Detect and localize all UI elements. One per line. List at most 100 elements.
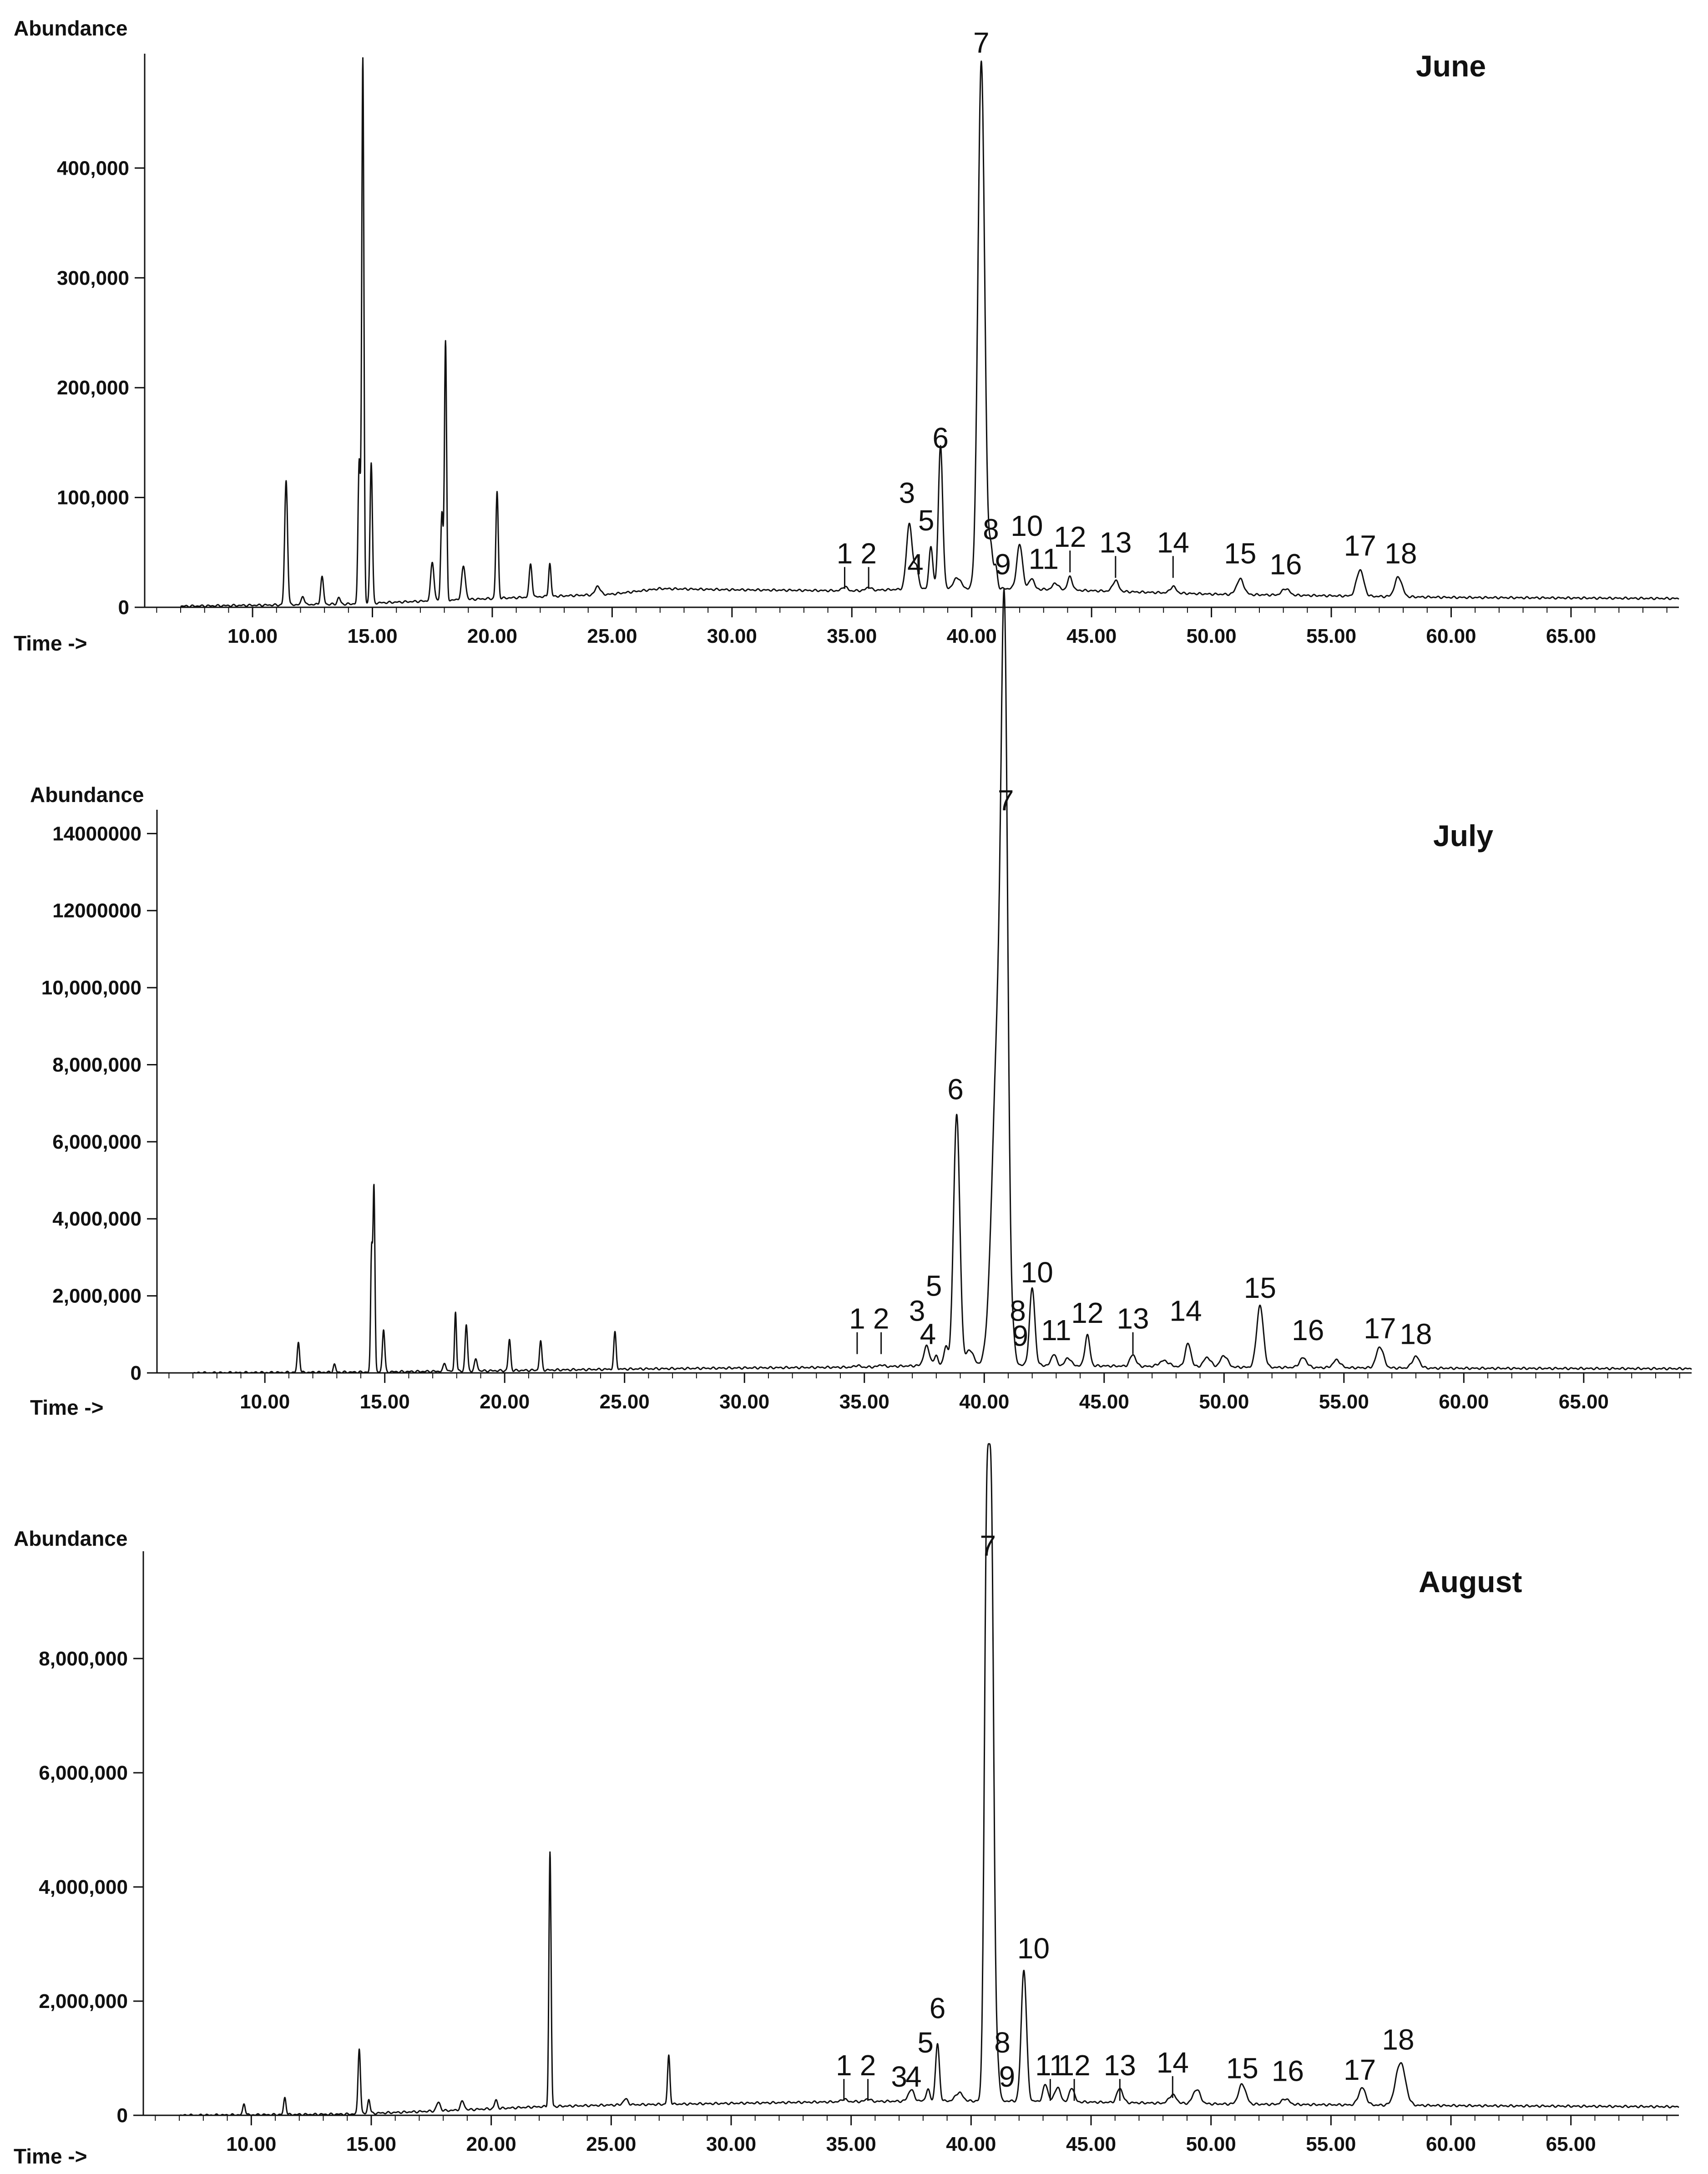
peak-label: 2 (860, 2049, 876, 2082)
y-tick-label: 10,000,000 (41, 977, 141, 999)
peak-label: 12 (1071, 1296, 1103, 1329)
chart-title: August (1419, 1565, 1522, 1599)
peak-label: 5 (917, 2026, 934, 2059)
x-axis-title: Time -> (14, 2144, 87, 2168)
y-tick-label: 100,000 (57, 487, 129, 509)
x-tick-label: 25.00 (600, 1391, 650, 1413)
peak-label: 1 (837, 537, 853, 570)
peak-label: 14 (1157, 526, 1189, 559)
peak-label: 5 (926, 1270, 942, 1302)
august-chromatogram: Abundance Time -> August 10.00 15.00 20.00… (14, 1443, 1679, 2168)
peak-label: 18 (1382, 2023, 1414, 2056)
x-tick-label: 15.00 (347, 625, 397, 647)
peak-label: 18 (1385, 537, 1417, 570)
x-tick-label: 20.00 (467, 625, 517, 647)
y-tick-label: 2,000,000 (52, 1285, 141, 1307)
peak-label: 13 (1099, 526, 1132, 559)
june-chromatogram: Abundance Time -> June 10.00 15.00 20.00 25… (14, 16, 1679, 655)
y-tick-label: 200,000 (57, 377, 129, 399)
peak-label: 3 (891, 2060, 907, 2093)
y-axis-title: Abundance (14, 1527, 127, 1550)
x-tick-label: 25.00 (587, 625, 637, 647)
y-tick-label: 0 (131, 1362, 141, 1384)
x-axis-title: Time -> (14, 631, 87, 655)
y-tick-label: 6,000,000 (39, 1762, 128, 1784)
peak-label: 16 (1269, 548, 1302, 581)
peak-label: 1 (836, 2049, 852, 2082)
x-tick-label: 10.00 (226, 2133, 276, 2155)
x-tick-label: 55.00 (1319, 1391, 1369, 1413)
peak-label: 18 (1400, 1317, 1432, 1350)
x-tick-label: 55.00 (1306, 2133, 1356, 2155)
x-tick-label: 35.00 (839, 1391, 889, 1413)
x-tick-label: 50.00 (1187, 625, 1237, 647)
peak-label: 3 (909, 1295, 925, 1327)
peak-label: 15 (1224, 537, 1256, 570)
peak-label: 4 (907, 548, 924, 581)
x-tick-label: 10.00 (227, 625, 278, 647)
x-tick-label: 40.00 (946, 2133, 996, 2155)
peak-label: 17 (1364, 1312, 1396, 1345)
x-tick-label: 45.00 (1066, 625, 1117, 647)
peak-label: 15 (1244, 1271, 1276, 1304)
peak-label: 13 (1104, 2049, 1136, 2082)
x-tick-label: 60.00 (1426, 625, 1476, 647)
peak-label: 17 (1344, 530, 1376, 562)
x-tick-label: 65.00 (1546, 2133, 1596, 2155)
y-tick-label: 12000000 (52, 900, 141, 922)
peak-label: 1 (849, 1302, 865, 1335)
x-tick-label: 15.00 (360, 1391, 410, 1413)
chart-title: June (1416, 49, 1486, 83)
y-tick-label: 400,000 (57, 157, 129, 179)
x-tick-label: 15.00 (346, 2133, 396, 2155)
x-tick-label: 35.00 (827, 625, 877, 647)
peak-label: 4 (920, 1317, 936, 1350)
peak-label: 8 (1010, 1295, 1026, 1327)
x-tick-label: 40.00 (947, 625, 997, 647)
x-tick-label: 45.00 (1079, 1391, 1129, 1413)
peak-label: 11 (1041, 1314, 1071, 1347)
peak-label: 16 (1272, 2055, 1304, 2088)
peak-label: 12 (1054, 520, 1086, 553)
y-tick-label: 4,000,000 (52, 1208, 141, 1230)
y-axis-title: Abundance (30, 783, 144, 807)
y-tick-label: 300,000 (57, 267, 129, 289)
peak-label: 9 (995, 548, 1011, 581)
peak-label: 7 (973, 26, 990, 59)
peak-label: 8 (994, 2026, 1011, 2059)
peak-label: 7 (980, 1529, 996, 1562)
peak-label: 7 (998, 784, 1014, 817)
peak-label: 8 (983, 513, 999, 545)
y-tick-label: 2,000,000 (39, 1990, 128, 2013)
x-tick-label: 45.00 (1066, 2133, 1116, 2155)
y-tick-label: 14000000 (52, 822, 141, 845)
x-tick-label: 20.00 (466, 2133, 516, 2155)
x-tick-label: 65.00 (1559, 1391, 1609, 1413)
peak-label: 11 (1029, 543, 1059, 575)
y-tick-label: 0 (118, 596, 129, 619)
peak-label: 5 (918, 504, 935, 537)
y-tick-label: 0 (117, 2104, 128, 2127)
peak-label: 13 (1117, 1302, 1149, 1335)
y-tick-label: 6,000,000 (52, 1131, 141, 1153)
y-tick-label: 8,000,000 (52, 1054, 141, 1076)
peak-label: 2 (873, 1302, 889, 1335)
peak-label: 15 (1226, 2052, 1258, 2084)
x-tick-label: 35.00 (826, 2133, 876, 2155)
peak-label: 9 (1012, 1320, 1029, 1352)
peak-label: 14 (1169, 1295, 1202, 1327)
peak-label: 6 (932, 422, 949, 454)
x-tick-label: 50.00 (1186, 2133, 1236, 2155)
peak-label: 3 (899, 477, 915, 509)
peak-label: 10 (1017, 1932, 1050, 1965)
peak-label: 4 (905, 2060, 922, 2093)
y-tick-label: 8,000,000 (39, 1648, 128, 1670)
peak-label: 6 (930, 1992, 946, 2025)
x-tick-label: 30.00 (707, 625, 757, 647)
peak-label: 9 (999, 2060, 1016, 2093)
chromatogram-trace (192, 589, 1692, 1374)
y-axis-title: Abundance (14, 16, 127, 40)
chromatogram-trace (179, 1443, 1679, 2116)
x-tick-label: 40.00 (959, 1391, 1009, 1413)
